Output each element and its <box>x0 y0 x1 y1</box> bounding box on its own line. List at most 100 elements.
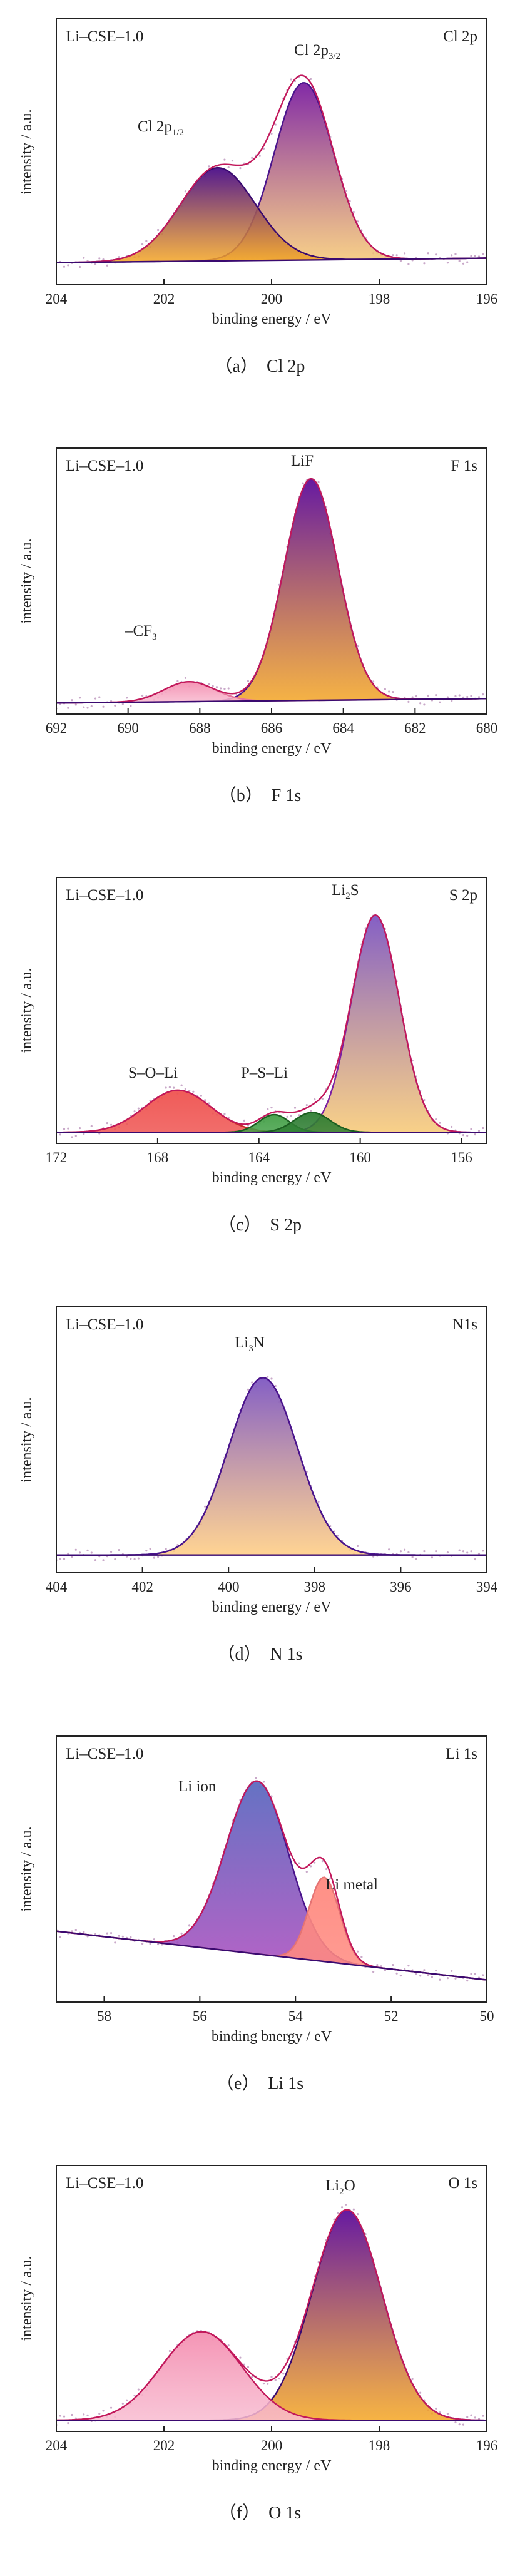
raw-point <box>305 1871 308 1873</box>
raw-point <box>251 156 253 159</box>
raw-point <box>137 2388 140 2391</box>
raw-point <box>118 1548 120 1551</box>
raw-point <box>446 696 449 698</box>
raw-point <box>423 1098 426 1101</box>
raw-point <box>470 1128 472 1130</box>
raw-point <box>78 1551 81 1554</box>
raw-point <box>352 210 355 213</box>
raw-point <box>74 1929 77 1931</box>
raw-point <box>454 1977 457 1980</box>
raw-point <box>71 699 73 702</box>
raw-point <box>431 1556 434 1559</box>
raw-point <box>83 1133 85 1135</box>
raw-point <box>110 1123 113 1126</box>
raw-point <box>63 265 66 268</box>
raw-point <box>407 700 410 703</box>
x-tick-label: 404 <box>46 1579 68 1595</box>
peak-fill <box>56 2210 487 2421</box>
raw-point <box>357 1545 359 1548</box>
raw-point <box>407 1965 410 1967</box>
raw-point <box>270 2376 273 2378</box>
y-axis-label: intensity / a.u. <box>19 2256 35 2341</box>
raw-point <box>451 1970 453 1972</box>
raw-point <box>482 2415 484 2417</box>
raw-point <box>274 2379 277 2381</box>
raw-point <box>477 1976 481 1979</box>
baseline-line <box>56 1930 487 1981</box>
raw-point <box>474 1973 476 1975</box>
sample-label: Li–CSE–1.0 <box>66 457 143 474</box>
raw-point <box>176 1543 179 1546</box>
raw-point <box>415 695 418 698</box>
raw-point <box>274 123 277 126</box>
raw-point <box>439 701 441 703</box>
y-axis-label: intensity / a.u. <box>19 1398 35 1483</box>
raw-point <box>74 703 77 706</box>
raw-point <box>411 2378 414 2381</box>
raw-point <box>392 1963 394 1966</box>
raw-point <box>404 252 406 255</box>
raw-point <box>94 697 97 700</box>
raw-point <box>298 1862 300 1864</box>
raw-point <box>470 1973 472 1975</box>
sample-label: Li–CSE–1.0 <box>66 2175 143 2192</box>
raw-point <box>208 165 210 168</box>
x-tick-label: 204 <box>46 2438 68 2453</box>
raw-point <box>451 254 453 257</box>
raw-point <box>74 2417 77 2420</box>
raw-point <box>168 1086 171 1088</box>
chart-svg: 58 56 54 52 50 binding bnergy / eV intensity /… <box>19 1735 494 2045</box>
raw-point <box>90 1125 93 1127</box>
x-tick-label: 690 <box>117 720 139 736</box>
raw-point <box>337 1535 339 1537</box>
raw-point <box>439 2411 441 2414</box>
raw-point <box>74 1135 77 1137</box>
raw-point <box>349 200 351 203</box>
raw-point <box>267 2383 269 2385</box>
peak-fill <box>56 2331 487 2421</box>
raw-point <box>286 1115 288 1118</box>
raw-point <box>247 1124 250 1127</box>
raw-point <box>133 1558 136 1560</box>
raw-point <box>466 1134 469 1137</box>
region-label: Li 1s <box>446 1745 477 1762</box>
raw-point <box>98 257 101 260</box>
raw-point <box>59 1133 61 1136</box>
raw-point <box>270 1377 273 1380</box>
raw-point <box>102 258 105 261</box>
raw-point <box>114 1941 116 1944</box>
raw-point <box>458 260 461 262</box>
peak-fill <box>56 1377 487 1555</box>
raw-point <box>458 694 461 697</box>
x-tick-label: 396 <box>390 1579 412 1595</box>
sample-label: Li–CSE–1.0 <box>66 887 143 904</box>
raw-point <box>223 688 226 690</box>
raw-point <box>110 2406 113 2409</box>
raw-point <box>204 1505 206 1508</box>
raw-point <box>165 1548 167 1550</box>
raw-point <box>317 481 320 484</box>
raw-point <box>141 694 144 697</box>
raw-point <box>106 1122 108 1125</box>
baseline-line <box>56 257 487 263</box>
raw-point <box>165 1086 167 1089</box>
raw-point <box>98 1555 101 1558</box>
raw-point <box>227 687 230 690</box>
raw-point <box>454 2421 457 2424</box>
x-tick-label: 200 <box>261 2438 283 2453</box>
raw-point <box>435 1118 437 1121</box>
x-tick-label: 196 <box>476 291 498 307</box>
chart-svg: 204 202 200 198 196 binding energy / eV intens… <box>19 2165 498 2474</box>
envelope-line <box>56 914 487 1133</box>
raw-point <box>477 1552 481 1555</box>
raw-point <box>215 686 218 688</box>
raw-point <box>149 1943 151 1945</box>
raw-point <box>404 1968 406 1970</box>
x-tick-label: 688 <box>189 720 211 736</box>
raw-point <box>220 687 222 690</box>
raw-point <box>333 1530 335 1533</box>
baseline-line <box>56 698 487 704</box>
x-tick-label: 400 <box>218 1579 240 1595</box>
raw-point <box>149 1099 151 1102</box>
x-tick-label: 196 <box>476 2438 498 2453</box>
